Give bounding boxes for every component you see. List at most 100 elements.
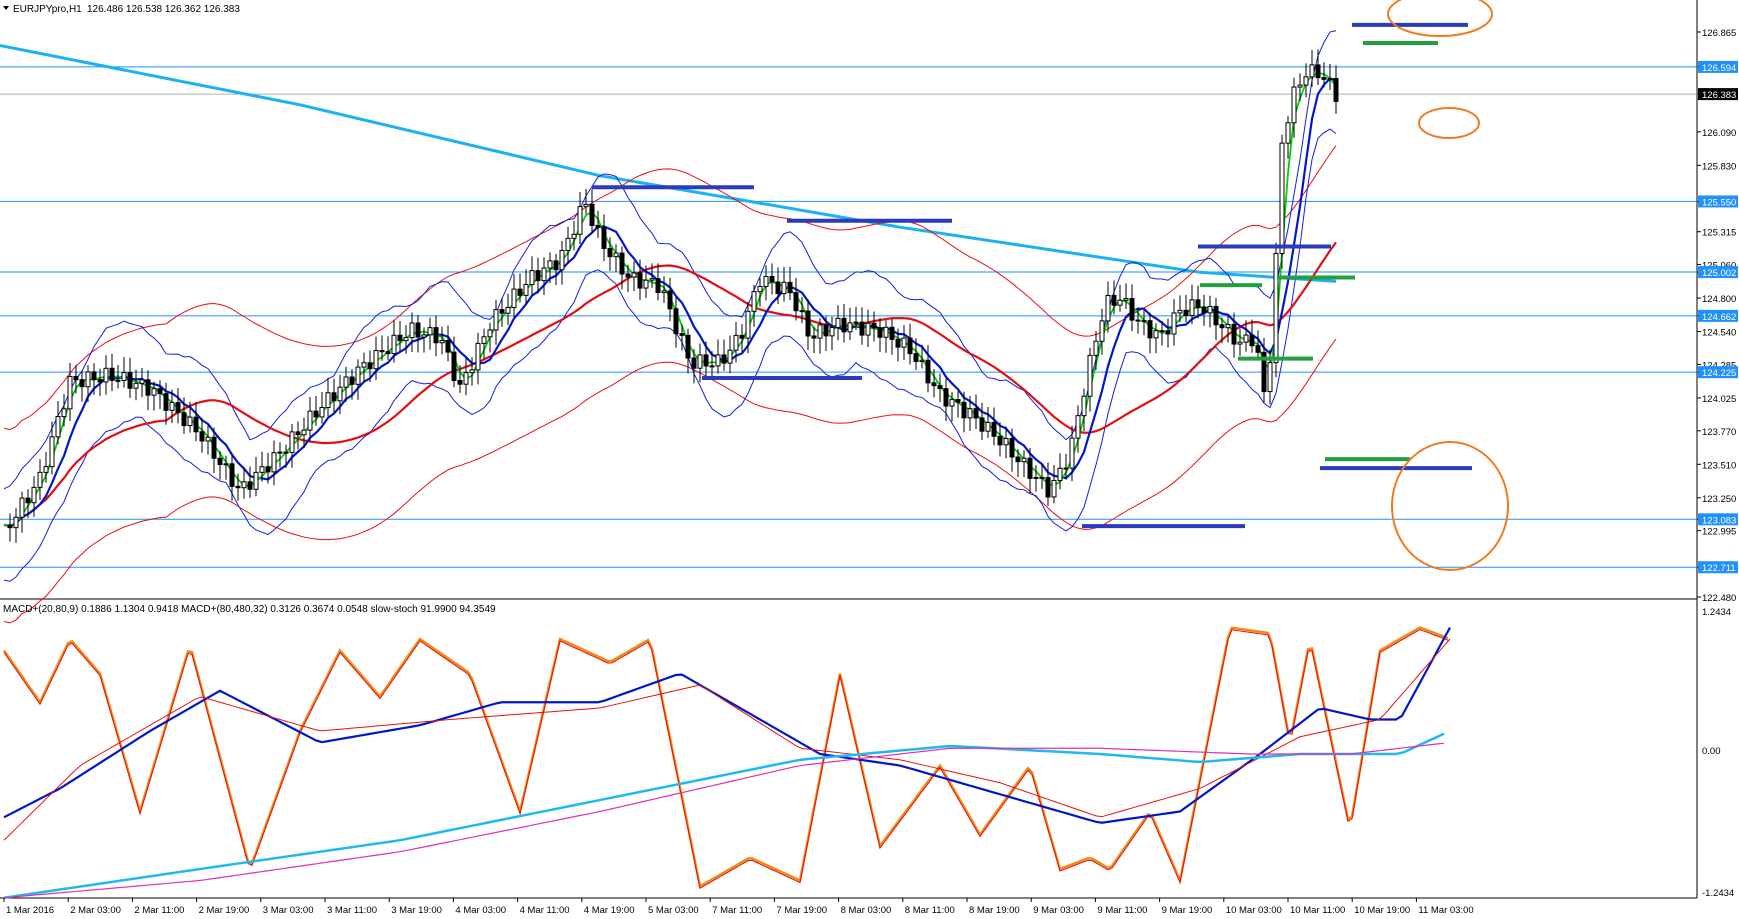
- time-label: 7 Mar 19:00: [776, 905, 827, 916]
- price-scale[interactable]: 126.865 126.594 126.383 126.090 125.830 125.5…: [1697, 28, 1738, 604]
- candle-body: [931, 382, 937, 387]
- horizontal-levels[interactable]: [0, 66, 1697, 568]
- time-axis[interactable]: 1 Mar 2016 2 Mar 03:00 2 Mar 11:00 2 Mar 19…: [3, 898, 1474, 916]
- macd-fast-signal: [3, 638, 1451, 841]
- candle-body: [1267, 362, 1273, 393]
- long-sma-line: [0, 44, 1337, 283]
- candle-body: [619, 252, 625, 275]
- candle-body: [1195, 299, 1201, 308]
- candle-body: [1321, 77, 1327, 80]
- price-tag-label: 124.225: [1702, 368, 1736, 379]
- candle-body: [1063, 467, 1069, 470]
- stoch-signal-line: [3, 628, 1449, 890]
- highlight-circle[interactable]: [1391, 441, 1509, 571]
- candle-body: [97, 379, 103, 383]
- candle-body: [997, 435, 1003, 446]
- candle-body: [397, 334, 403, 342]
- candle-body: [781, 281, 787, 295]
- indicator-scale[interactable]: 1.2434 0.00 -1.2434: [1702, 607, 1734, 899]
- candle-body: [523, 283, 529, 296]
- candle-body: [43, 466, 49, 473]
- candle-body: [67, 375, 73, 410]
- candle-body: [1333, 77, 1339, 102]
- candle-body: [1093, 340, 1099, 356]
- price-tick-label: 124.800: [1702, 294, 1736, 305]
- candle-body: [127, 372, 133, 389]
- indicator-pane[interactable]: [0, 600, 1697, 898]
- time-label: 5 Mar 03:00: [648, 905, 699, 916]
- candle-body: [1099, 320, 1105, 342]
- candle-body: [907, 337, 913, 355]
- candle-body: [1249, 334, 1255, 347]
- candle-body: [679, 333, 685, 336]
- candle-body: [1087, 354, 1093, 397]
- highlight-circle[interactable]: [1387, 0, 1493, 37]
- candle-body: [427, 327, 433, 336]
- candle-body: [793, 292, 799, 312]
- time-label: 9 Mar 19:00: [1162, 905, 1213, 916]
- support-resistance-marks[interactable]: [592, 22, 1472, 529]
- ohlc-values: 126.486 126.538 126.362 126.383: [87, 4, 240, 15]
- candle-body: [721, 354, 727, 364]
- indicator-scale-mid: 0.00: [1702, 746, 1721, 757]
- candle-body: [1255, 345, 1261, 353]
- candle-body: [889, 326, 895, 340]
- candle-body: [139, 379, 145, 384]
- candle-body: [937, 385, 943, 390]
- candle-body: [169, 402, 175, 411]
- price-tick-label: 125.315: [1702, 228, 1736, 239]
- time-label: 7 Mar 11:00: [712, 905, 762, 916]
- candle-body: [811, 335, 817, 339]
- candle-body: [1141, 320, 1147, 323]
- candle-body: [847, 322, 853, 333]
- candle-body: [1051, 479, 1057, 498]
- candle-body: [469, 369, 475, 374]
- candle-body: [1225, 323, 1231, 329]
- candle-body: [1039, 476, 1045, 479]
- dropdown-triangle-icon[interactable]: [3, 6, 9, 10]
- candle-body: [835, 317, 841, 329]
- candle-body: [625, 273, 631, 278]
- candle-body: [517, 288, 523, 296]
- candle-body: [535, 270, 541, 282]
- price-pane[interactable]: [0, 0, 1697, 598]
- price-tag: [1698, 513, 1738, 526]
- time-label: 2 Mar 11:00: [134, 905, 184, 916]
- candle-body: [283, 451, 289, 454]
- candle-body: [295, 431, 301, 436]
- candle-body: [499, 309, 505, 314]
- time-label: 4 Mar 11:00: [520, 905, 570, 916]
- price-tag: [1698, 561, 1738, 574]
- candle-body: [457, 379, 463, 385]
- candle-body: [433, 327, 439, 344]
- candle-body: [655, 278, 661, 293]
- candle-body: [841, 317, 847, 333]
- main-header: EURJPYpro,H1 126.486 126.538 126.362 126…: [3, 4, 240, 15]
- candle-body: [1291, 86, 1297, 124]
- envelope-lines: [3, 145, 1337, 624]
- candle-body: [511, 288, 517, 308]
- candle-body: [163, 393, 169, 411]
- candle-body: [1117, 299, 1123, 306]
- indicator-scale-bottom: -1.2434: [1702, 888, 1734, 899]
- candle-body: [505, 306, 511, 314]
- candle-body: [985, 421, 991, 432]
- indicator-scale-top: 1.2434: [1702, 607, 1731, 618]
- candle-body: [115, 379, 121, 382]
- highlight-circles[interactable]: [1387, 0, 1509, 571]
- highlight-circle[interactable]: [1418, 107, 1480, 139]
- price-tick-label: 126.865: [1702, 28, 1736, 39]
- candle-body: [1189, 299, 1195, 317]
- candle-body: [613, 252, 619, 258]
- candle-body: [601, 226, 607, 249]
- candle-body: [1219, 324, 1225, 329]
- candle-body: [757, 285, 763, 293]
- price-tick-label: 123.770: [1702, 427, 1736, 438]
- candle-body: [463, 372, 469, 385]
- candle-body: [361, 362, 367, 368]
- price-tick-label: 122.995: [1702, 527, 1736, 538]
- time-label: 10 Mar 11:00: [1290, 905, 1345, 916]
- candle-body: [493, 309, 499, 331]
- time-label: 1 Mar 2016: [6, 905, 54, 916]
